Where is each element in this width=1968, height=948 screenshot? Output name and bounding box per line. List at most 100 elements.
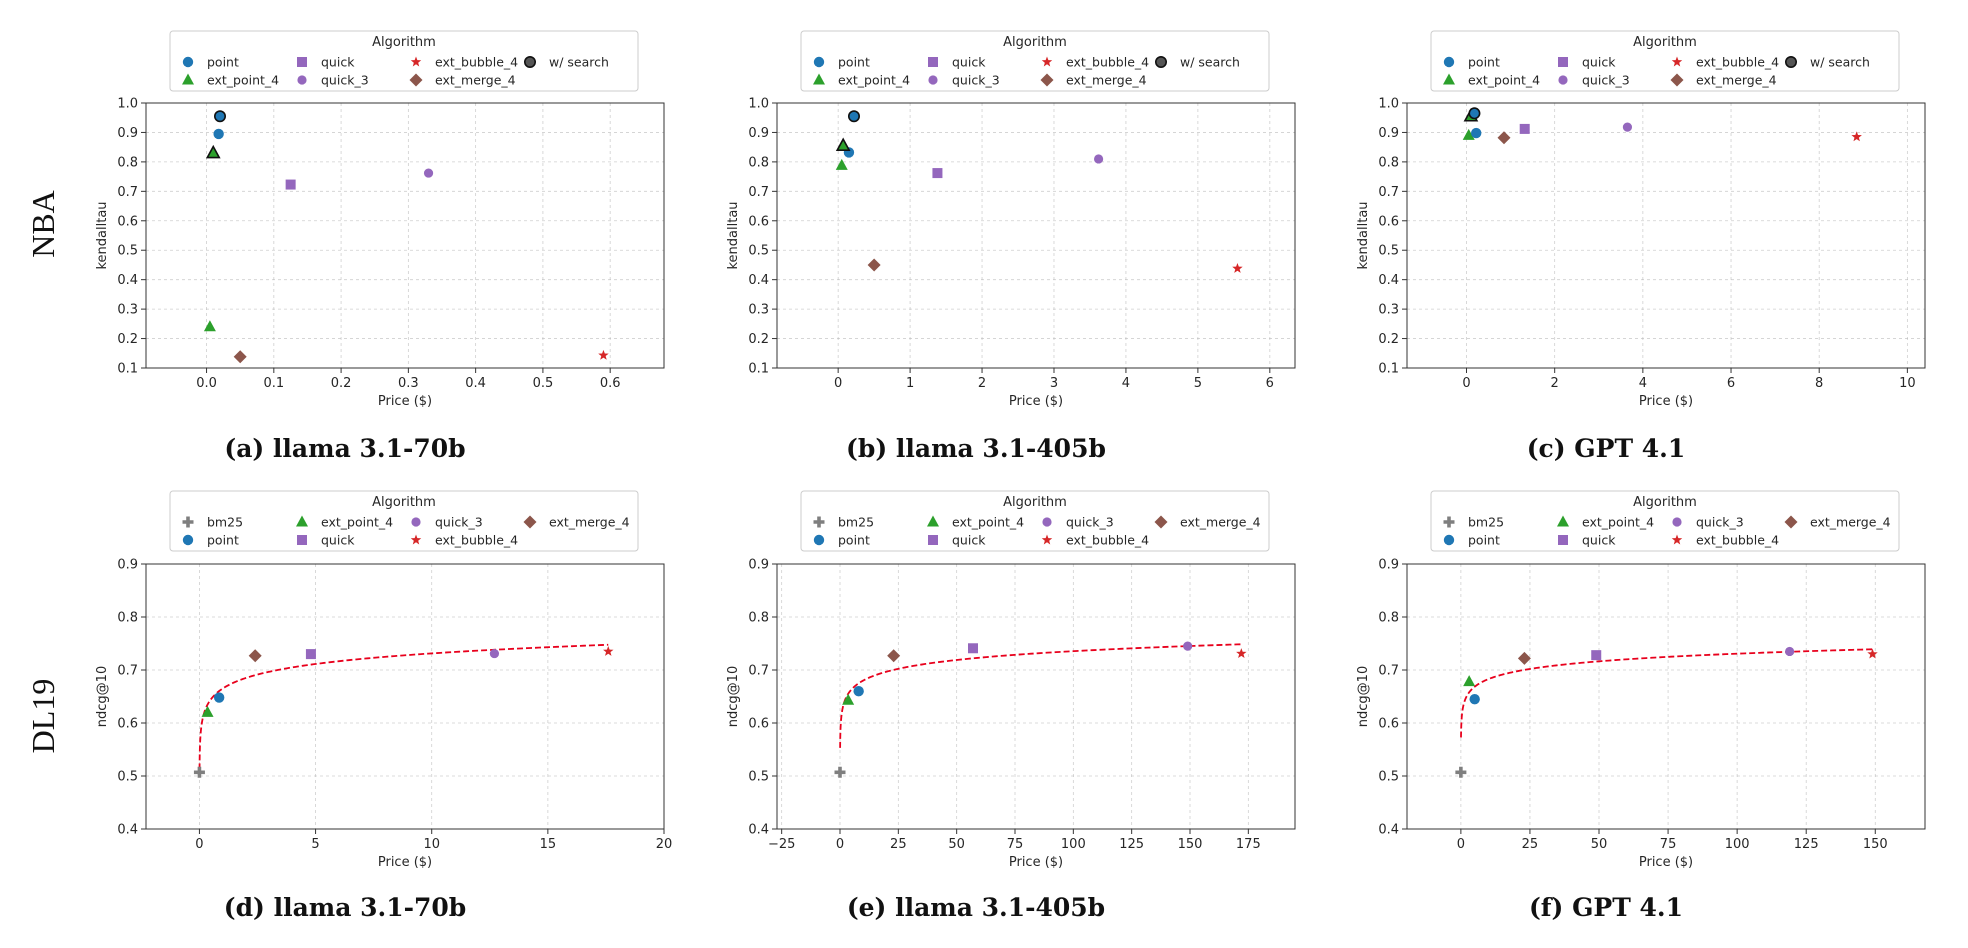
legend-label-ext-bubble-4: ext_bubble_4 (435, 533, 518, 548)
legend-label-quick: quick (321, 533, 355, 548)
y-tick-label: 1.0 (748, 97, 769, 112)
legend-label-ext-merge-4: ext_merge_4 (1066, 73, 1147, 88)
x-tick-label: 5 (311, 837, 319, 852)
y-tick-label: 0.9 (1378, 126, 1399, 141)
quick-point (1519, 123, 1530, 134)
bm25-point (1455, 766, 1467, 778)
y-tick-label: 0.4 (748, 273, 769, 288)
legend-label-ext-bubble-4: ext_bubble_4 (1696, 533, 1779, 548)
legend-point-marker (182, 534, 194, 546)
subfigure-caption: (b) llama 3.1-405b (846, 434, 1106, 463)
legend-label-ext-bubble-4: ext_bubble_4 (435, 55, 518, 70)
ext-merge-4-point (233, 350, 247, 364)
legend-w-search-marker (1155, 55, 1168, 68)
legend-box (800, 30, 1270, 92)
legend-ext-bubble-4-marker (1671, 534, 1683, 545)
legend-ext-merge-4-marker (523, 515, 537, 529)
fit-curve (198, 643, 609, 770)
y-tick-label: 0.1 (1378, 362, 1399, 377)
chart-a: 0.0 0.1 0.2 0.3 0.4 0.5 0.6 0.1 0.2 0.3 0.4 0.5 0.6 0… (95, 30, 665, 463)
legend-label-quick: quick (1582, 55, 1616, 70)
x-tick-label: 2 (978, 376, 986, 391)
legend-label-quick: quick (321, 55, 355, 70)
plot-area (146, 564, 664, 829)
y-axis-label: ndcg@10 (726, 666, 741, 727)
x-axis-label: Price ($) (1009, 855, 1063, 870)
x-tick-label: 50 (1591, 837, 1608, 852)
ext-merge-4-point (248, 649, 262, 663)
legend-label-quick-3: quick_3 (952, 73, 1000, 88)
ext-merge-4-point (1517, 651, 1531, 665)
legend-ext-bubble-4-marker (410, 534, 422, 545)
ext-point-4-point (1462, 128, 1475, 140)
y-axis-label: kendalltau (95, 201, 110, 269)
quick-point (968, 643, 978, 654)
x-tick-label: 175 (1236, 837, 1261, 852)
x-tick-label: 5 (1194, 376, 1202, 391)
legend-title: Algorithm (1633, 495, 1697, 510)
legend-quick-3-marker (928, 75, 938, 85)
quick-point (1591, 650, 1602, 661)
legend-point-marker (182, 56, 194, 68)
x-tick-label: 50 (948, 837, 965, 852)
legend-point-marker (1443, 56, 1455, 68)
legend-label-w-search: w/ search (1180, 55, 1240, 70)
legend-label-quick-3: quick_3 (1696, 515, 1744, 530)
y-tick-label: 0.4 (1378, 273, 1399, 288)
ext-bubble-4-point (1851, 131, 1862, 142)
legend-quick-marker (928, 57, 938, 67)
y-axis-label: ndcg@10 (95, 666, 110, 727)
x-tick-label: 150 (1863, 837, 1888, 852)
y-tick-label: 0.9 (1378, 558, 1399, 573)
y-tick-label: 0.4 (117, 273, 138, 288)
legend: Algorithm bm25 ext_point_4 quick_3 ext_merge… (1430, 490, 1900, 552)
legend-label-point: point (838, 55, 870, 70)
y-tick-label: 0.7 (748, 185, 769, 200)
x-tick-label: 0.1 (263, 376, 284, 391)
x-tick-label: 20 (656, 837, 673, 852)
x-tick-label: 1 (906, 376, 914, 391)
ext-bubble-4-point (1867, 648, 1878, 659)
axes-frame (776, 102, 1296, 369)
x-tick-label: 0.3 (398, 376, 419, 391)
legend-point-marker (813, 56, 825, 68)
legend-box (169, 30, 639, 92)
legend-label-quick: quick (952, 55, 986, 70)
ext-point-4-point (1463, 675, 1476, 687)
legend-label-point: point (1468, 55, 1500, 70)
y-axis-label: ndcg@10 (1356, 666, 1371, 727)
quick-3-point (1622, 122, 1633, 132)
y-tick-label: 0.8 (748, 611, 769, 626)
legend-label-quick-3: quick_3 (435, 515, 483, 530)
quick-3-point (423, 168, 434, 178)
x-tick-label: −25 (768, 837, 795, 852)
ext-point-4-search-point (205, 144, 221, 159)
point-point (213, 128, 224, 140)
ext-point-4-point (203, 320, 216, 332)
legend-point-marker (1443, 534, 1455, 546)
ext-point-4-search-point (835, 137, 851, 151)
y-tick-label: 0.5 (117, 244, 138, 259)
chart-e: −25 0 25 50 75 100 125 150 175 0.4 0.5 0.6 0.7 0.8 0.9… (726, 490, 1296, 922)
ext-merge-4-point (1497, 131, 1511, 145)
legend: Algorithm bm25 ext_point_4 quick_3 ext_merge… (800, 490, 1270, 552)
legend: Algorithm point quick ext_bubble_4 w/ search… (1430, 30, 1900, 92)
x-axis-label: Price ($) (1639, 394, 1693, 409)
legend-quick-3-marker (1558, 75, 1568, 85)
y-tick-label: 0.9 (748, 558, 769, 573)
legend-quick-marker (1558, 57, 1568, 67)
y-tick-label: 0.2 (117, 332, 138, 347)
x-tick-label: 10 (423, 837, 440, 852)
x-tick-label: 0 (1457, 837, 1465, 852)
plot-area (1407, 103, 1925, 368)
x-tick-label: 10 (1899, 376, 1916, 391)
x-tick-label: 125 (1794, 837, 1819, 852)
chart-d: 0 5 10 15 20 0.4 0.5 0.6 0.7 0.8 0.9 Price ($) ndcg@… (95, 490, 673, 922)
legend-bm25-marker (182, 516, 194, 528)
y-tick-label: 0.8 (748, 155, 769, 170)
y-tick-label: 0.9 (117, 126, 138, 141)
y-tick-label: 0.9 (117, 558, 138, 573)
quick-point (305, 649, 316, 660)
chart-f: 0 25 50 75 100 125 150 0.4 0.5 0.6 0.7 0.8 0.9 Price … (1356, 490, 1926, 922)
